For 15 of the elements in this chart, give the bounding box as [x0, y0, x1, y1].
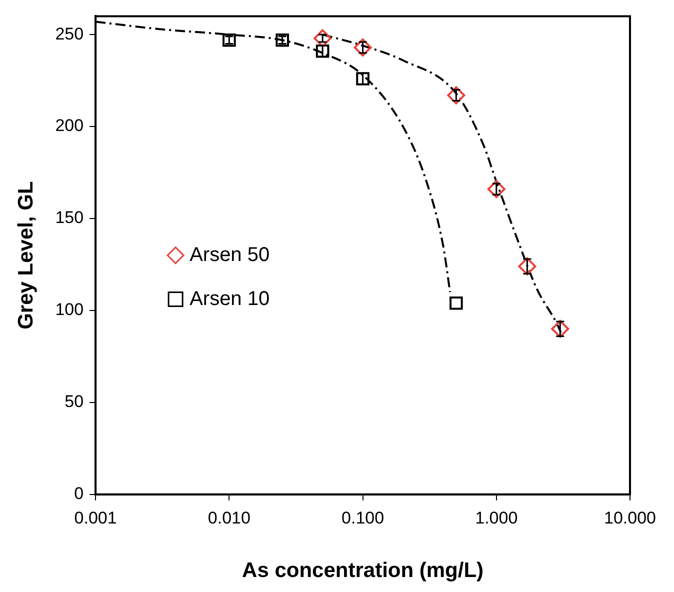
legend-label: Arsen 10: [190, 288, 270, 310]
y-tick-label: 150: [55, 208, 84, 228]
x-tick-label: 0.001: [74, 508, 117, 528]
x-tick-label: 0.010: [208, 508, 250, 528]
x-tick-label: 1.000: [475, 508, 518, 528]
x-tick-label: 0.100: [342, 508, 384, 528]
y-tick-label: 200: [55, 116, 84, 136]
x-tick-label: 10.000: [604, 508, 656, 528]
y-tick-label: 250: [55, 24, 84, 44]
y-axis-title: Grey Level, GL: [14, 181, 38, 330]
y-tick-label: 50: [64, 392, 84, 412]
y-tick-label: 100: [55, 300, 84, 320]
legend-label: Arsen 50: [190, 244, 270, 266]
x-axis-title: As concentration (mg/L): [242, 559, 484, 582]
y-tick-label: 0: [74, 484, 84, 504]
